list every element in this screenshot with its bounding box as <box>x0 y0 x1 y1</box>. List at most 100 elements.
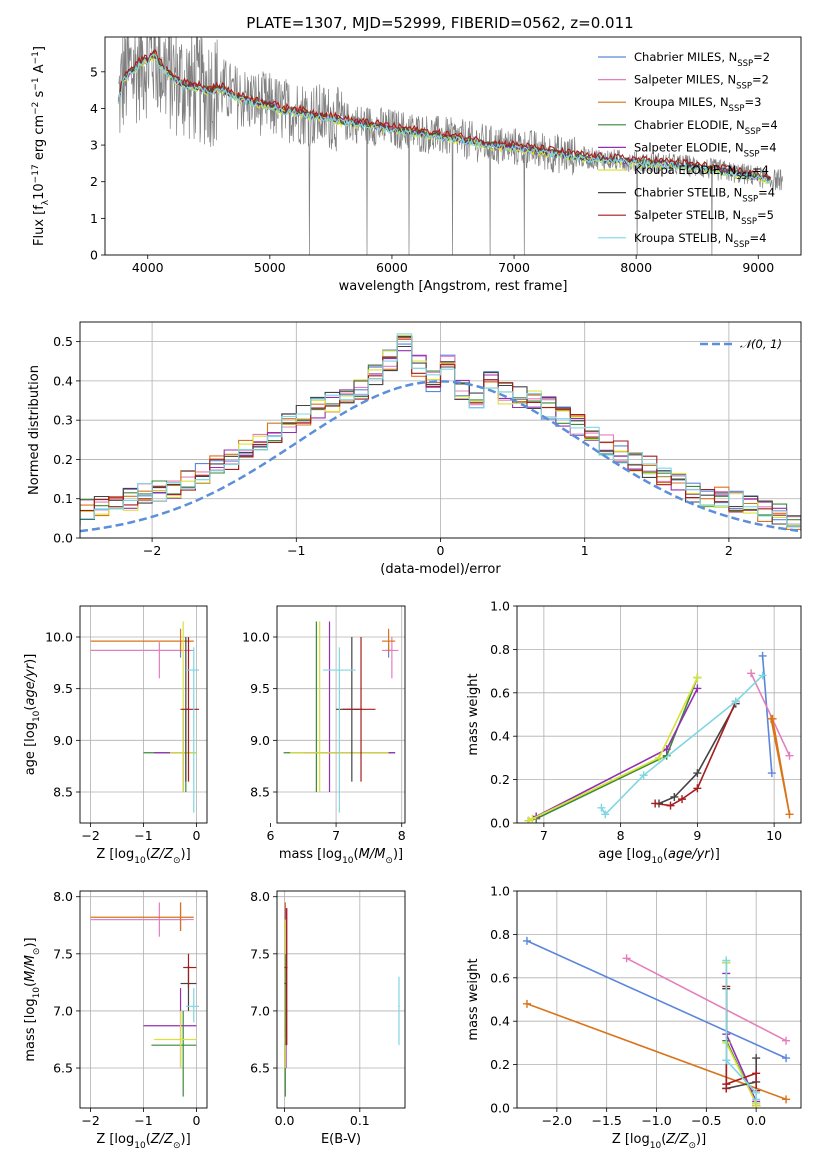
weight-marker <box>782 1036 791 1045</box>
weight-line-kroupa-elodie <box>528 677 699 822</box>
x-tick-label: 0.0 <box>746 1113 766 1128</box>
legend-sub: SSP <box>737 59 753 69</box>
legend-sub: SSP <box>744 149 760 159</box>
weight-marker <box>601 810 610 819</box>
y-tick-label: 10.0 <box>242 630 270 645</box>
label-part: ( <box>663 847 668 862</box>
label-part: )] <box>710 847 720 862</box>
errorbar-axes-6: 0.0 0.1 6.5 7.0 7.5 8.0 E(B-V) <box>250 889 406 1147</box>
y-tick-label: 0.8 <box>490 927 510 942</box>
y-tick-label: 0.6 <box>490 685 510 700</box>
weight-marker <box>768 714 777 723</box>
legend-tail: =4 <box>752 163 769 177</box>
legend-text: Salpeter STELIB, N <box>634 208 741 222</box>
y-tick-label: 0.2 <box>53 452 73 467</box>
errorbar-axes-3: 6 7 8 8.5 9.0 9.5 10.0 mass [log10(M/M⊙)] <box>242 605 406 866</box>
x-axis-label: E(B-V) <box>321 1132 361 1147</box>
y-axis-label: Normed distribution <box>27 365 42 495</box>
x-tick-label: −2.0 <box>542 1113 572 1128</box>
label-part: ] <box>32 46 47 51</box>
weight-marker <box>651 799 660 808</box>
x-tick-label: 4000 <box>132 260 164 275</box>
x-tick-label: 9000 <box>742 260 774 275</box>
spectrum-axes: 4000 5000 6000 7000 8000 9000 0 1 2 3 4 5 wavelength… <box>31 36 802 294</box>
y-tick-label: 0.4 <box>490 729 510 744</box>
x-tick-label: 0.1 <box>350 1113 370 1128</box>
legend-label: Chabrier ELODIE, NSSP=4 <box>634 118 778 137</box>
legend-label: Kroupa STELIB, NSSP=4 <box>634 231 766 250</box>
weight-line-salpeter-elodie <box>528 688 699 822</box>
residual-histogram-salpeter-stelib <box>80 335 801 531</box>
label-part: M/M <box>23 955 38 982</box>
axes-frame <box>516 605 802 824</box>
y-tick-label: 0 <box>90 248 98 263</box>
label-part: Z [log <box>96 1132 134 1147</box>
plot-area <box>517 606 801 823</box>
legend-label: Salpeter ELODIE, NSSP=4 <box>634 140 777 159</box>
legend-tail: =4 <box>761 118 778 132</box>
weight-marker <box>731 697 740 706</box>
y-tick-label: 0.2 <box>490 772 510 787</box>
x-tick-label: 5000 <box>254 260 286 275</box>
residual-histogram-kroupa-elodie <box>80 335 801 526</box>
label-part: mass weight <box>466 673 481 755</box>
axes-frame <box>104 36 802 256</box>
y-tick-label: 0.2 <box>490 1057 510 1072</box>
y-tick-label: 10.0 <box>45 630 73 645</box>
y-tick-label: 9.5 <box>250 681 270 696</box>
label-part: ( <box>661 1132 666 1147</box>
weight-line-kroupa-stelib <box>600 674 764 816</box>
y-tick-label: 1.0 <box>490 599 510 614</box>
label-part: 10 <box>650 1141 662 1151</box>
label-part: age/yr <box>23 662 38 705</box>
label-part: 10 <box>651 856 663 866</box>
legend-label: Chabrier STELIB, NSSP=4 <box>634 186 775 205</box>
x-tick-label: 7 <box>332 828 340 843</box>
x-axis-label: (data-model)/error <box>380 562 501 577</box>
label-part: )] <box>23 654 38 664</box>
label-part: ⊙ <box>32 948 42 956</box>
weight-marker <box>666 801 675 810</box>
weight-marker <box>522 999 531 1008</box>
y-tick-label: 0.0 <box>490 1101 510 1116</box>
label-part: −1 <box>31 51 41 64</box>
label-part: s <box>32 90 47 101</box>
x-tick-label: 0 <box>192 828 200 843</box>
weight-marker <box>693 673 702 682</box>
weight-line-chabrier-elodie <box>725 962 757 1106</box>
label-part: −17 <box>31 164 41 183</box>
y-tick-label: 6.5 <box>250 1061 270 1076</box>
plot-area <box>80 322 801 538</box>
legend-sub: SSP <box>745 127 761 137</box>
y-tick-label: 1.0 <box>490 884 510 899</box>
legend-tail: =4 <box>749 231 766 245</box>
errorbar-axes-2: −2 −1 08.59.09.510.0Z [log10(Z/Z⊙)]age [lo… <box>23 605 208 866</box>
x-axis-label: age [log10(age/yr)] <box>598 847 720 866</box>
legend-label: Chabrier MILES, NSSP=2 <box>634 50 770 69</box>
legend-sub: SSP <box>734 240 750 250</box>
legend-sub: SSP <box>736 172 752 182</box>
weight-line-salpeter-miles <box>750 672 791 757</box>
plot-area <box>80 891 207 1108</box>
weight-marker <box>785 810 794 819</box>
model-spectrum-kroupa-stelib <box>117 53 771 184</box>
label-part: mass weight <box>466 958 481 1040</box>
legend-text: Kroupa ELODIE, N <box>634 163 736 177</box>
weight-marker <box>693 769 702 778</box>
weight-line-chabrier-miles <box>526 940 787 1059</box>
label-part: age [log <box>598 847 651 862</box>
legend-text: Chabrier ELODIE, N <box>634 118 745 132</box>
legend-text: Salpeter MILES, N <box>634 73 736 87</box>
y-tick-label: 0.4 <box>53 373 73 388</box>
weight-marker <box>670 792 679 801</box>
legend-sub: SSP <box>729 104 745 114</box>
y-tick-label: 0.4 <box>490 1014 510 1029</box>
label-part: ( <box>146 1132 151 1147</box>
x-tick-label: 9 <box>693 828 701 843</box>
label-part: ( <box>23 982 38 987</box>
label-part: A <box>32 64 47 77</box>
x-tick-label: 0.0 <box>275 1113 295 1128</box>
weight-marker <box>693 784 702 793</box>
y-tick-label: 7.5 <box>250 946 270 961</box>
